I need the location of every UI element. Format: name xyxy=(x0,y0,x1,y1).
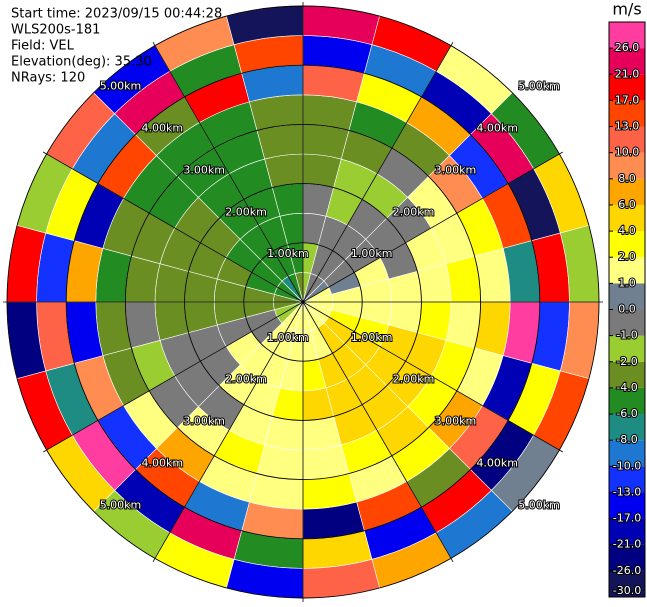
header-line: Elevation(deg): 35.30 xyxy=(11,55,152,70)
ring-label: 3.00km xyxy=(435,415,477,428)
range-ring xyxy=(184,183,422,421)
colorbar-segment xyxy=(609,492,645,519)
unit-label: m/s xyxy=(612,0,641,19)
header-line: Field: VEL xyxy=(11,39,75,54)
spoke xyxy=(302,301,564,453)
ring-label: 3.00km xyxy=(183,163,225,176)
colorbar-label: -17.0 xyxy=(613,512,641,525)
colorbar-segment xyxy=(609,440,645,467)
colorbar-segment xyxy=(609,126,645,153)
colorbar-segment xyxy=(609,100,645,127)
colorbar-label: 6.0 xyxy=(618,198,636,211)
colorbar-segment xyxy=(609,74,645,101)
colorbar-segment xyxy=(609,48,645,75)
ring-label: 4.00km xyxy=(142,456,184,469)
ring-label: 1.00km xyxy=(351,331,393,344)
spoke xyxy=(302,151,564,303)
ring-label: 1.00km xyxy=(351,247,393,260)
range-gate xyxy=(125,255,161,303)
spoke xyxy=(302,301,454,563)
spoke xyxy=(152,41,304,303)
colorbar-label: -26.0 xyxy=(613,564,641,577)
ring-label: 4.00km xyxy=(142,122,184,135)
colorbar-segment xyxy=(609,466,645,493)
colorbar-segment xyxy=(609,544,645,571)
colorbar-label: 21.0 xyxy=(615,67,640,80)
spoke xyxy=(42,151,304,303)
colorbar-label: 1.0 xyxy=(618,276,636,289)
colorbar-segment xyxy=(609,361,645,388)
header-line: WLS200s-181 xyxy=(11,23,100,38)
colorbar-segment xyxy=(609,152,645,179)
ring-label: 2.00km xyxy=(225,373,267,386)
colorbar: -30.0 -26.0 -21.0 -17.0 -13.0 -10.0 -8.0 -6.0 -4… xyxy=(608,21,646,598)
spoke xyxy=(152,301,304,563)
ring-label: 2.00km xyxy=(393,205,435,218)
colorbar-label: -4.0 xyxy=(616,381,637,394)
header: Start time: 2023/09/15 00:44:28WLS200s-1… xyxy=(11,7,222,86)
colorbar-label: 4.0 xyxy=(618,224,636,237)
colorbar-segment xyxy=(609,309,645,336)
colorbar-segment xyxy=(609,178,645,205)
range-ring xyxy=(65,64,541,540)
range-gate xyxy=(302,124,350,160)
ring-label: 2.00km xyxy=(393,373,435,386)
radar-field xyxy=(6,5,600,599)
ring-label: 1.00km xyxy=(267,247,309,260)
spoke xyxy=(42,301,304,453)
colorbar-label: -1.0 xyxy=(616,329,637,342)
range-gate xyxy=(256,124,304,160)
range-ring xyxy=(243,242,363,362)
ring-label: 4.00km xyxy=(476,122,518,135)
ring-label: 5.00km xyxy=(100,80,142,93)
ring-label: 3.00km xyxy=(435,163,477,176)
colorbar-label: 2.0 xyxy=(618,250,636,263)
header-line: Start time: 2023/09/15 00:44:28 xyxy=(11,7,222,22)
colorbar-label: 17.0 xyxy=(615,93,640,106)
colorbar-segment xyxy=(609,414,645,441)
colorbar-label: -8.0 xyxy=(616,433,637,446)
range-gate xyxy=(125,301,161,349)
ring-label: 1.00km xyxy=(267,331,309,344)
colorbar-label: 13.0 xyxy=(615,120,640,133)
range-gate xyxy=(256,444,304,480)
colorbar-label: -2.0 xyxy=(616,355,637,368)
colorbar-label: -6.0 xyxy=(616,407,637,420)
spoke xyxy=(302,41,454,303)
colorbar-segment xyxy=(609,335,645,362)
colorbar-segment xyxy=(609,570,645,597)
colorbar-label: 8.0 xyxy=(618,172,636,185)
ring-label: 5.00km xyxy=(518,498,560,511)
colorbar-segment xyxy=(609,518,645,545)
colorbar-segment xyxy=(609,231,645,258)
ring-label: 5.00km xyxy=(100,498,142,511)
grid: 1.00km 1.00km 1.00km 1.00km 2.00km 2.00km 2.00… xyxy=(3,2,603,602)
colorbar-label: 26.0 xyxy=(615,41,640,54)
colorbar-label: -30.0 xyxy=(613,584,641,597)
range-gate xyxy=(302,444,350,480)
ring-label: 4.00km xyxy=(476,456,518,469)
colorbar-segment xyxy=(609,387,645,415)
ring-label: 2.00km xyxy=(225,205,267,218)
colorbar-segment xyxy=(609,204,645,232)
colorbar-label: -21.0 xyxy=(613,538,641,551)
colorbar-label: -13.0 xyxy=(613,485,641,498)
colorbar-label: 0.0 xyxy=(618,303,636,316)
range-ring xyxy=(6,5,600,599)
colorbar-segment xyxy=(609,283,645,310)
colorbar-label: 10.0 xyxy=(615,146,640,159)
colorbar-segment xyxy=(609,257,645,284)
ring-label: 3.00km xyxy=(183,415,225,428)
range-ring xyxy=(124,123,482,481)
colorbar-label: -10.0 xyxy=(613,459,641,472)
ring-label: 5.00km xyxy=(518,80,560,93)
colorbar-segment xyxy=(609,22,645,49)
range-gate xyxy=(445,301,481,349)
range-gate xyxy=(445,255,481,303)
header-line: NRays: 120 xyxy=(11,71,85,86)
